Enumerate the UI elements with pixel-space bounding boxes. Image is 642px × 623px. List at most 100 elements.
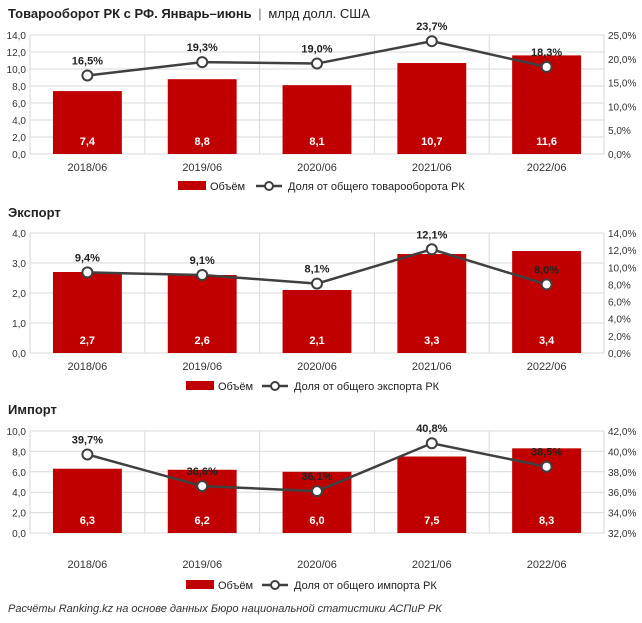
y-tick-label: 4,0 [12,116,26,127]
share-point [311,57,323,70]
y-tick-label: 14,0 [7,31,27,42]
y2-tick-label: 20,0% [608,55,636,66]
y2-tick-label: 12,0% [608,246,636,257]
y2-tick-label: 25,0% [608,31,636,42]
bar-value-label: 2,1 [309,335,324,347]
legend-marker-share [270,580,280,590]
share-point [540,460,553,473]
share-label: 9,4% [75,252,100,264]
x-tick-label: 2019/06 [182,559,222,571]
legend-marker-share [270,381,280,391]
bar [52,91,122,154]
share-point [196,269,209,281]
y2-tick-label: 38,0% [608,468,636,479]
y2-tick-label: 8,0% [608,280,631,291]
chart-export: 0,0 1,0 2,0 3,0 4,0 0,0% 2,0% 4,0% 6,0% 8,0% 10,0%… [12,229,636,393]
y2-tick-label: 6,0% [608,298,631,309]
bar-value-label: 2,7 [80,335,95,347]
chart-import: 0,0 2,0 4,0 6,0 8,0 10,0 32,0% 34,0% 36,0% 38,0% 4… [7,423,637,592]
y2-tick-label: 4,0% [608,315,631,326]
legend-label-share: Доля от общего товарооборота РК [288,181,465,193]
y-tick-label: 0,0 [12,349,26,360]
share-label: 8,0% [534,264,559,276]
bar-value-label: 8,3 [539,515,554,527]
bar-value-label: 6,3 [80,515,95,527]
legend-swatch-volume [178,181,206,190]
share-point [425,243,438,256]
bar [397,456,467,533]
share-label: 12,1% [416,229,447,241]
page-title: Товарооборот РК с РФ. Январь–июнь | млрд… [8,6,370,21]
y-tick-label: 4,0 [12,488,26,499]
chart-turnover: 0,0 2,0 4,0 6,0 8,0 10,0 12,0 14,0 0,0% 5,0% 10,0%… [7,21,637,193]
bar [167,275,237,353]
bar [282,85,352,154]
y-tick-label: 3,0 [12,259,26,270]
y-tick-label: 0,0 [12,150,26,161]
y-tick-label: 2,0 [12,289,26,300]
bar-value-label: 6,2 [195,515,210,527]
y2-tick-label: 10,0% [608,102,636,113]
x-tick-label: 2020/06 [297,361,337,373]
y-tick-label: 10,0 [7,427,27,438]
share-label: 40,8% [416,423,447,435]
legend-swatch-volume [186,580,214,589]
y2-tick-label: 32,0% [608,529,636,540]
bar [512,251,582,353]
share-label: 36,6% [187,466,218,478]
legend-label-share: Доля от общего экспорта РК [294,381,440,393]
bar [52,272,122,353]
share-point [311,277,323,290]
share-label: 23,7% [416,21,447,33]
x-tick-label: 2022/06 [527,361,567,373]
legend-label-volume: Объём [218,381,253,393]
x-tick-label: 2018/06 [68,559,108,571]
share-label: 19,3% [187,42,218,54]
bar [397,63,467,154]
share-point [540,60,553,73]
y2-tick-label: 36,0% [608,488,636,499]
y-tick-label: 4,0 [12,229,26,240]
y-tick-label: 6,0 [12,99,26,110]
y-tick-label: 1,0 [12,319,26,330]
share-point [425,437,438,450]
share-label: 8,1% [304,264,329,276]
share-point [81,266,94,279]
y2-tick-label: 0,0% [608,150,631,161]
section-title-export: Экспорт [8,205,61,220]
legend-label-share: Доля от общего импорта РК [294,580,437,592]
y-tick-label: 2,0 [12,509,26,520]
legend-marker-share [264,181,274,191]
bar-value-label: 8,8 [195,136,210,148]
share-point [311,485,323,498]
bar [52,468,122,533]
section-title-import: Импорт [8,402,57,417]
share-label: 18,3% [531,47,562,59]
share-label: 19,0% [301,44,332,56]
x-tick-label: 2021/06 [412,162,452,174]
x-tick-label: 2020/06 [297,559,337,571]
share-label: 38,5% [531,447,562,459]
legend-label-volume: Объём [210,181,245,193]
title-separator: | [258,6,262,21]
bar-value-label: 7,4 [80,136,96,148]
bar-value-label: 11,6 [536,136,557,148]
footnote: Расчёты Ranking.kz на основе данных Бюро… [8,603,442,615]
bar [282,290,352,353]
bar-value-label: 2,6 [195,335,210,347]
x-tick-label: 2021/06 [412,559,452,571]
share-label: 36,1% [301,471,332,483]
bar [397,254,467,353]
legend-swatch-volume [186,381,214,390]
share-point [540,278,553,291]
x-tick-label: 2022/06 [527,162,567,174]
y2-tick-label: 34,0% [608,509,636,520]
bar-value-label: 7,5 [424,515,439,527]
bar-value-label: 6,0 [309,515,324,527]
share-label: 16,5% [72,55,103,67]
y2-tick-label: 10,0% [608,263,636,274]
legend-label-volume: Объём [218,580,253,592]
y-tick-label: 2,0 [12,133,26,144]
title-unit: млрд долл. США [268,6,370,21]
y-tick-label: 0,0 [12,529,26,540]
